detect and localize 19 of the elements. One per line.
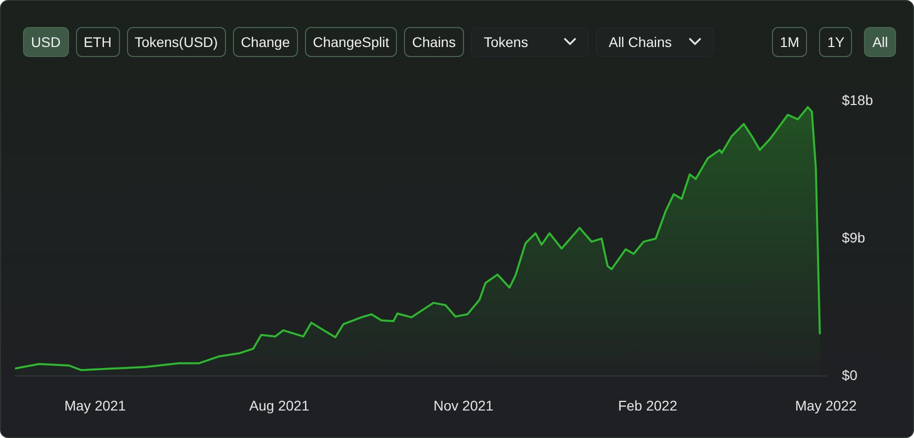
text: 1Y (827, 34, 844, 50)
y-tick-label: $9b (842, 229, 866, 246)
y-tick-label: $0 (842, 367, 858, 384)
text: All (872, 34, 888, 50)
x-tick-label: Feb 2022 (618, 397, 678, 414)
text: 1M (780, 34, 800, 50)
x-tick-label: Nov 2021 (434, 397, 494, 414)
x-tick-label: Aug 2021 (249, 397, 310, 414)
text: Change (240, 34, 290, 50)
y-tick-label: $18b (842, 92, 874, 108)
x-tick-label: May 2022 (795, 397, 857, 414)
x-tick-label: May 2021 (64, 397, 126, 414)
text: USD (31, 34, 61, 50)
text: ETH (84, 34, 112, 50)
text: All Chains (608, 34, 672, 50)
text: Tokens (484, 34, 528, 50)
text: Tokens(USD) (134, 34, 218, 50)
text: ChangeSplit (312, 34, 390, 50)
text: Chains (412, 34, 456, 50)
